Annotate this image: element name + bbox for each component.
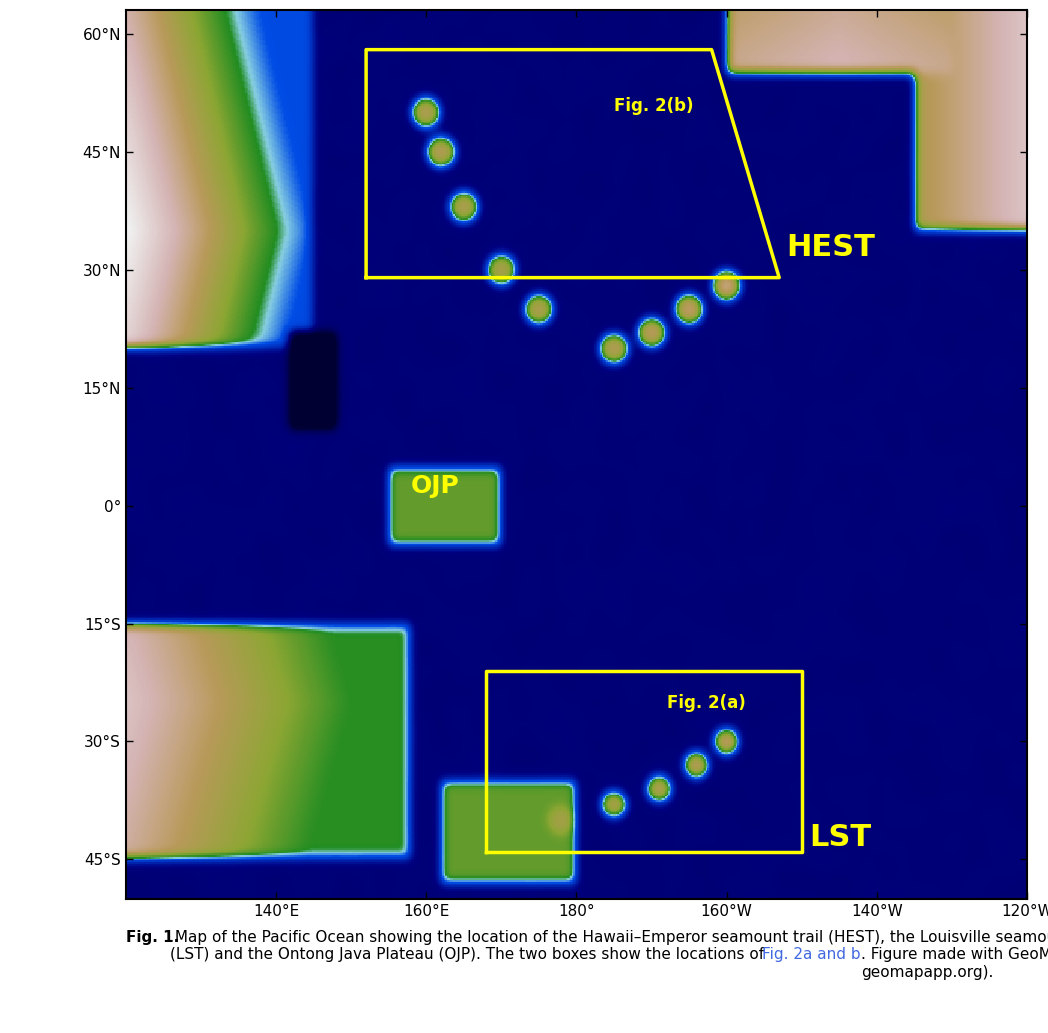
Text: Map of the Pacific Ocean showing the location of the Hawaii–Emperor seamount tra: Map of the Pacific Ocean showing the loc… [170,930,1048,962]
Text: LST: LST [809,822,871,851]
Text: OJP: OJP [411,474,460,498]
Text: Fig. 2a and b: Fig. 2a and b [762,947,860,963]
Text: HEST: HEST [787,232,875,262]
Text: . Figure made with GeoMapApp (www.
geomapapp.org).: . Figure made with GeoMapApp (www. geoma… [861,947,1048,979]
Text: Fig. 2(b): Fig. 2(b) [614,97,694,115]
Text: Fig. 2(a): Fig. 2(a) [667,694,745,713]
Text: Fig. 1.: Fig. 1. [126,930,179,945]
